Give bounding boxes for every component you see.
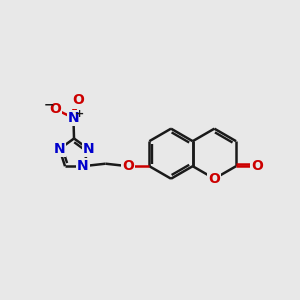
Text: O: O (72, 94, 84, 107)
Text: O: O (208, 172, 220, 186)
Text: N: N (83, 142, 94, 156)
Text: O: O (251, 159, 263, 173)
Text: +: + (75, 110, 85, 119)
Text: O: O (122, 159, 134, 173)
Text: O: O (50, 102, 61, 116)
Text: N: N (77, 159, 89, 173)
Text: −: − (44, 98, 54, 111)
Text: N: N (68, 111, 79, 125)
Text: N: N (54, 142, 65, 156)
